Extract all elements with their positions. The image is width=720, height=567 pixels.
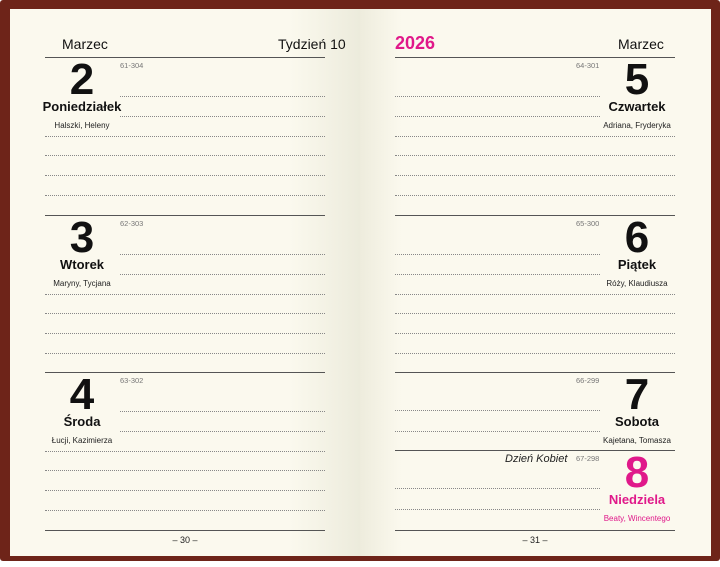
name-days: Kajetana, Tomasza xyxy=(603,436,671,445)
day-number: 6 xyxy=(624,213,650,262)
day-separator-line xyxy=(395,450,675,451)
day-separator-line xyxy=(45,372,325,373)
writing-line[interactable] xyxy=(120,116,325,117)
day-number: 5 xyxy=(624,55,650,104)
day-number: 8 xyxy=(624,448,650,497)
writing-line[interactable] xyxy=(120,274,325,275)
name-days: Maryny, Tycjana xyxy=(53,279,111,288)
day-name: Piątek xyxy=(617,257,657,272)
page-number-right: – 31 – xyxy=(522,535,548,545)
name-days: Róży, Klaudiusza xyxy=(606,279,668,288)
right-page xyxy=(360,9,711,556)
writing-line[interactable] xyxy=(395,353,675,354)
day-separator-line xyxy=(395,57,675,58)
day-name: Poniedziałek xyxy=(42,99,122,114)
day-of-year-code: 61-304 xyxy=(120,61,144,70)
day-of-year-code: 63-302 xyxy=(120,376,144,385)
left-page xyxy=(10,9,360,556)
writing-line[interactable] xyxy=(45,333,325,334)
writing-line[interactable] xyxy=(395,116,600,117)
writing-line[interactable] xyxy=(45,294,325,295)
writing-line[interactable] xyxy=(45,136,325,137)
day-separator-line xyxy=(395,215,675,216)
name-days: Halszki, Heleny xyxy=(54,121,110,130)
day-of-year-code: 65-300 xyxy=(576,219,600,228)
writing-line[interactable] xyxy=(395,509,600,510)
day-number: 7 xyxy=(624,370,650,419)
holiday-label: Dzień Kobiet xyxy=(505,453,568,465)
day-name: Środa xyxy=(63,414,101,429)
writing-line[interactable] xyxy=(120,411,325,412)
day-of-year-code: 67-298 xyxy=(576,454,600,463)
day-number: 3 xyxy=(69,213,95,262)
name-days: Łucji, Kazimierza xyxy=(51,436,113,445)
day-of-year-code: 62-303 xyxy=(120,219,144,228)
day-of-year-code: 64-301 xyxy=(576,61,600,70)
page-bottom-line xyxy=(45,530,325,531)
day-of-year-code: 66-299 xyxy=(576,376,600,385)
writing-line[interactable] xyxy=(120,431,325,432)
writing-line[interactable] xyxy=(45,451,325,452)
writing-line[interactable] xyxy=(120,96,325,97)
writing-line[interactable] xyxy=(45,353,325,354)
writing-line[interactable] xyxy=(395,313,675,314)
month-label-left: Marzec xyxy=(62,36,108,52)
day-name: Wtorek xyxy=(59,257,105,272)
writing-line[interactable] xyxy=(45,175,325,176)
writing-line[interactable] xyxy=(395,333,675,334)
writing-line[interactable] xyxy=(395,136,675,137)
writing-line[interactable] xyxy=(395,431,600,432)
writing-line[interactable] xyxy=(45,155,325,156)
day-name: Czwartek xyxy=(608,99,666,114)
month-label-right: Marzec xyxy=(618,36,664,52)
day-number: 2 xyxy=(69,55,95,104)
writing-line[interactable] xyxy=(395,410,600,411)
writing-line[interactable] xyxy=(395,254,600,255)
day-name: Sobota xyxy=(614,414,660,429)
writing-line[interactable] xyxy=(395,294,675,295)
day-number: 4 xyxy=(69,370,95,419)
writing-line[interactable] xyxy=(395,96,600,97)
week-label: Tydzień 10 xyxy=(278,36,346,52)
writing-line[interactable] xyxy=(120,254,325,255)
name-days: Beaty, Wincentego xyxy=(603,514,671,523)
day-name: Niedziela xyxy=(608,492,666,507)
writing-line[interactable] xyxy=(45,490,325,491)
day-separator-line xyxy=(395,372,675,373)
writing-line[interactable] xyxy=(395,488,600,489)
writing-line[interactable] xyxy=(395,175,675,176)
year-label: 2026 xyxy=(395,33,436,53)
writing-line[interactable] xyxy=(395,274,600,275)
writing-line[interactable] xyxy=(45,195,325,196)
page-number-left: – 30 – xyxy=(172,535,198,545)
writing-line[interactable] xyxy=(45,470,325,471)
writing-line[interactable] xyxy=(45,510,325,511)
day-separator-line xyxy=(45,215,325,216)
writing-line[interactable] xyxy=(45,313,325,314)
name-days: Adriana, Fryderyka xyxy=(603,121,671,130)
page-bottom-line xyxy=(395,530,675,531)
day-separator-line xyxy=(45,57,325,58)
writing-line[interactable] xyxy=(395,195,675,196)
writing-line[interactable] xyxy=(395,155,675,156)
